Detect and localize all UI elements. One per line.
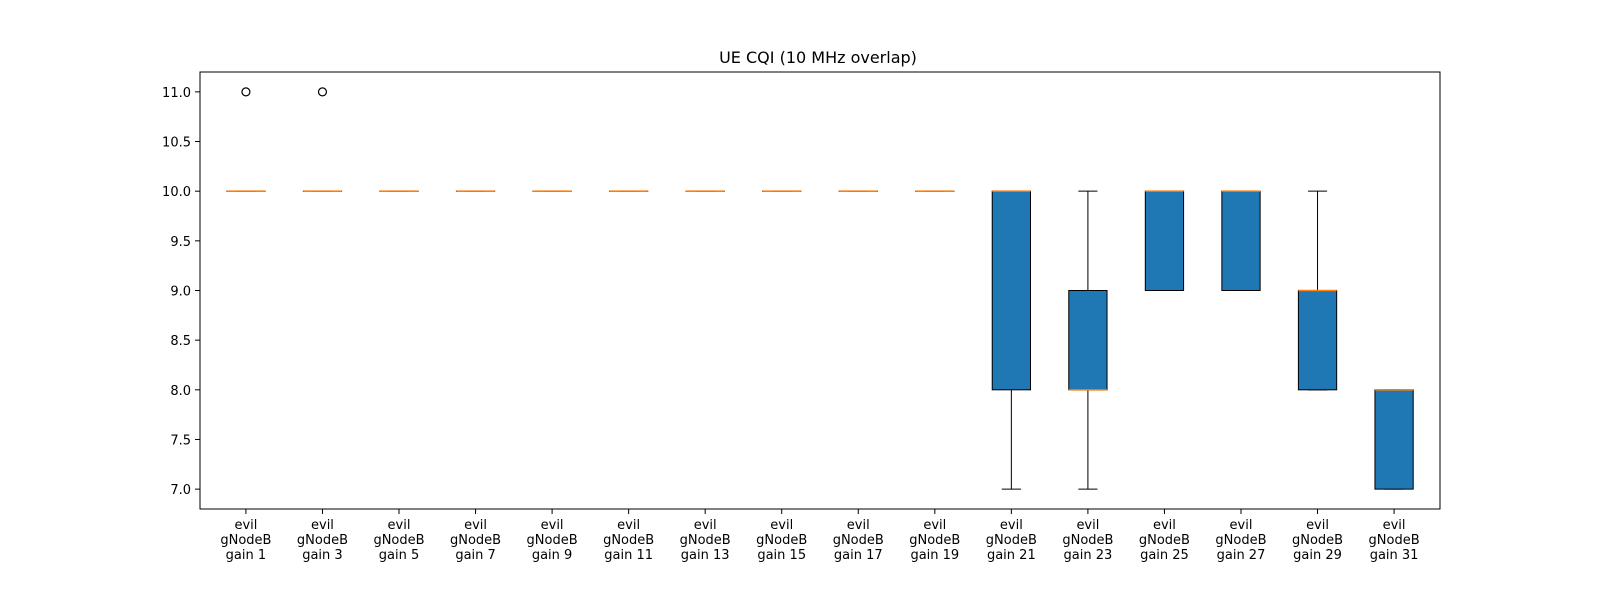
- box-13: [1145, 191, 1183, 290]
- x-tick-label: gNodeB: [450, 533, 501, 548]
- box-body: [1145, 191, 1183, 290]
- x-tick-label: gNodeB: [1062, 533, 1113, 548]
- chart-title: UE CQI (10 MHz overlap): [719, 48, 917, 67]
- x-tick-label: evil: [1000, 518, 1023, 533]
- x-tick-label: gain 15: [757, 548, 806, 563]
- x-tick-label: gain 21: [987, 548, 1036, 563]
- box-1: [227, 88, 265, 191]
- box-16: [1375, 390, 1413, 489]
- box-body: [1375, 390, 1413, 489]
- y-tick-label: 8.5: [170, 334, 191, 349]
- x-tick-label: gain 27: [1217, 548, 1266, 563]
- x-tick-label: gNodeB: [1369, 533, 1420, 548]
- y-tick-label: 7.5: [170, 433, 191, 448]
- x-tick-label: evil: [770, 518, 793, 533]
- box-body: [992, 191, 1030, 390]
- x-tick-label: gain 11: [604, 548, 653, 563]
- x-tick-label: gNodeB: [297, 533, 348, 548]
- x-tick-label: gNodeB: [527, 533, 578, 548]
- x-tick-label: gNodeB: [1139, 533, 1190, 548]
- x-tick-label: evil: [541, 518, 564, 533]
- x-tick-label: evil: [1383, 518, 1406, 533]
- box-body: [1222, 191, 1260, 290]
- outlier-point: [318, 88, 326, 96]
- x-tick-label: gNodeB: [1292, 533, 1343, 548]
- box-15: [1298, 191, 1336, 390]
- box-11: [992, 191, 1030, 489]
- y-tick-label: 9.5: [170, 235, 191, 250]
- x-tick-label: gain 17: [834, 548, 883, 563]
- x-tick-label: evil: [311, 518, 334, 533]
- x-tick-label: gain 25: [1140, 548, 1189, 563]
- y-tick-label: 10.0: [162, 185, 191, 200]
- x-tick-label: gain 3: [302, 548, 342, 563]
- x-tick-label: gain 1: [226, 548, 266, 563]
- x-tick-label: evil: [1076, 518, 1099, 533]
- x-tick-label: gain 29: [1293, 548, 1342, 563]
- x-tick-label: gNodeB: [756, 533, 807, 548]
- x-tick-label: gNodeB: [1215, 533, 1266, 548]
- x-tick-label: gNodeB: [220, 533, 271, 548]
- y-axis: 7.0 7.5 8.0 8.5 9.0 9.5 10.0 10.5 11.0: [162, 86, 200, 498]
- x-tick-label: gNodeB: [909, 533, 960, 548]
- x-tick-label: evil: [694, 518, 717, 533]
- x-tick-label: evil: [1306, 518, 1329, 533]
- x-tick-label: gNodeB: [373, 533, 424, 548]
- box-14: [1222, 191, 1260, 290]
- box-body: [1069, 291, 1107, 390]
- x-tick-label: gNodeB: [833, 533, 884, 548]
- x-tick-label: evil: [617, 518, 640, 533]
- x-tick-label: gain 19: [910, 548, 959, 563]
- box-12: [1069, 191, 1107, 489]
- y-tick-label: 7.0: [170, 483, 191, 498]
- y-tick-label: 11.0: [162, 86, 191, 101]
- box-body: [1298, 291, 1336, 390]
- x-tick-label: gain 9: [532, 548, 572, 563]
- x-tick-label: evil: [388, 518, 411, 533]
- x-tick-label: gain 5: [379, 548, 419, 563]
- y-tick-label: 10.5: [162, 136, 191, 151]
- boxes-layer: [227, 88, 1413, 489]
- x-tick-label: gNodeB: [603, 533, 654, 548]
- x-tick-label: evil: [1153, 518, 1176, 533]
- x-tick-label: evil: [464, 518, 487, 533]
- box-2: [303, 88, 341, 191]
- x-tick-label: evil: [1230, 518, 1253, 533]
- x-tick-label: gain 13: [681, 548, 730, 563]
- outlier-point: [242, 88, 250, 96]
- x-tick-label: gain 31: [1370, 548, 1419, 563]
- x-tick-label: evil: [923, 518, 946, 533]
- x-tick-label: gNodeB: [680, 533, 731, 548]
- y-tick-label: 9.0: [170, 285, 191, 300]
- y-tick-label: 8.0: [170, 384, 191, 399]
- x-tick-label: gNodeB: [986, 533, 1037, 548]
- x-tick-label: evil: [847, 518, 870, 533]
- x-tick-label: gain 7: [455, 548, 495, 563]
- x-tick-label: evil: [234, 518, 257, 533]
- x-tick-label: gain 23: [1064, 548, 1113, 563]
